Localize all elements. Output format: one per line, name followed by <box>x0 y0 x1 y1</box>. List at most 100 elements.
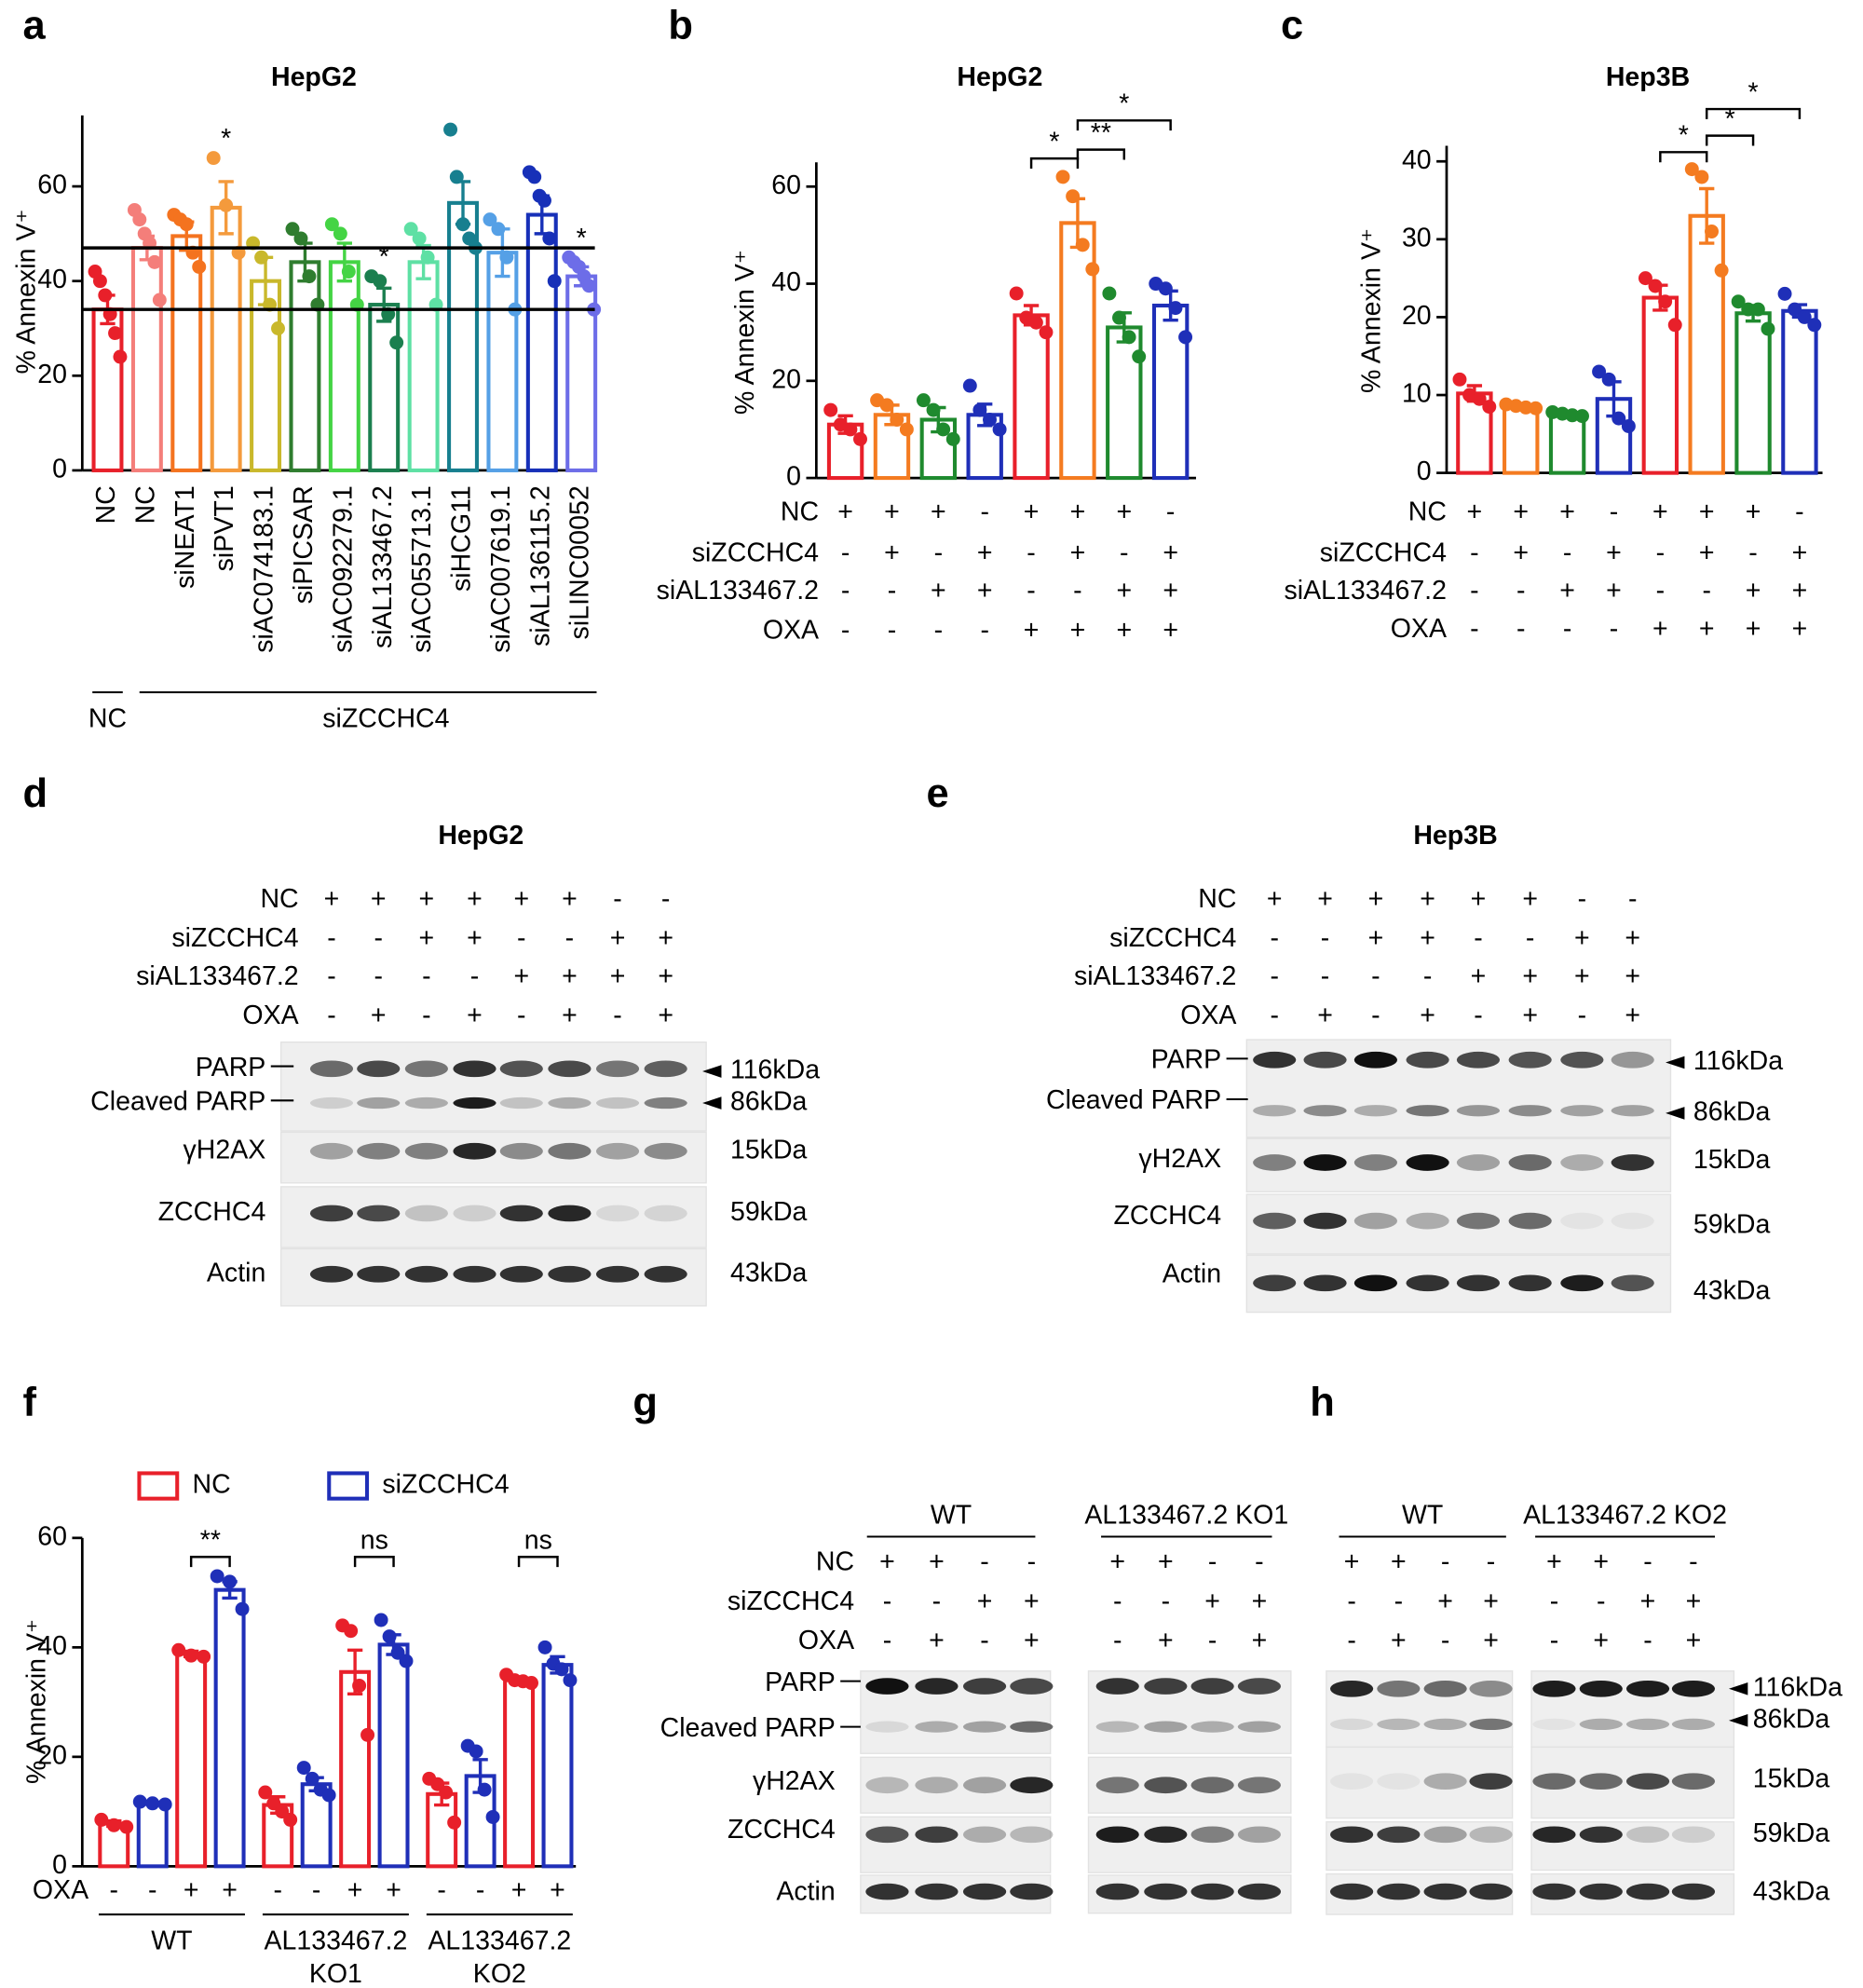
condition-name: siZCCHC4 <box>171 923 298 953</box>
data-point <box>1797 309 1812 324</box>
condition-sign: - <box>934 615 944 645</box>
blot-band <box>453 1142 496 1160</box>
blot-group: WT <box>1402 1500 1443 1530</box>
x-tick-label: siPICSAR <box>289 485 319 604</box>
band-size: 43kDa <box>730 1258 808 1287</box>
blot-band <box>1456 1154 1501 1171</box>
condition-sign: - <box>1321 923 1330 953</box>
condition-name: siAL133467.2 <box>1285 576 1447 606</box>
blot-band <box>1508 1212 1552 1230</box>
blot-band <box>1144 1721 1188 1733</box>
condition-sign: + <box>1252 1586 1268 1616</box>
bar <box>1781 308 1818 475</box>
group-label: AL133467.2 <box>428 1927 571 1956</box>
band-size: 15kDa <box>730 1135 808 1164</box>
data-point <box>1112 310 1126 325</box>
condition-sign: + <box>467 884 483 914</box>
condition-sign: + <box>1652 497 1668 527</box>
x-tick-label: siPVT1 <box>210 485 239 571</box>
condition-sign: + <box>562 884 578 914</box>
bar <box>250 279 282 472</box>
band-size: 59kDa <box>730 1197 808 1227</box>
bar <box>503 1678 536 1869</box>
oxa-sign: + <box>386 1875 401 1905</box>
significance-bracket-label: * <box>1748 77 1759 107</box>
blot-band <box>548 1205 592 1222</box>
blot-band <box>1353 1105 1397 1117</box>
condition-sign: - <box>1270 923 1279 953</box>
data-point <box>108 326 123 341</box>
condition-sign: - <box>888 615 897 645</box>
data-point <box>443 122 458 137</box>
data-point <box>491 222 506 237</box>
x-tick-label: siHCG11 <box>447 485 477 592</box>
band-arrow <box>702 1065 722 1078</box>
y-tick-label: 60 <box>37 1521 67 1551</box>
blot-band <box>1469 1773 1513 1791</box>
blot-band <box>865 1777 909 1794</box>
y-tick-label: 0 <box>1417 456 1432 486</box>
group-label: NC <box>88 704 127 734</box>
panel-label: c <box>1281 3 1303 48</box>
blot-band <box>499 1265 543 1283</box>
data-point <box>926 402 941 417</box>
condition-sign: - <box>980 497 989 527</box>
condition-sign: + <box>1559 576 1575 606</box>
band-arrow <box>1666 1107 1685 1120</box>
condition-sign: - <box>980 1626 989 1655</box>
blot-band <box>962 1678 1007 1695</box>
condition-sign: + <box>1522 1001 1538 1030</box>
blot-band <box>1508 1154 1552 1171</box>
group-label: KO2 <box>473 1959 526 1988</box>
condition-name: OXA <box>798 1626 854 1655</box>
band-size: 59kDa <box>1693 1210 1771 1240</box>
condition-sign: - <box>1073 576 1082 606</box>
x-tick-label: siLINC00052 <box>565 485 595 639</box>
condition-sign: + <box>1391 1547 1407 1577</box>
blot-band <box>1353 1154 1397 1171</box>
blot-band <box>1377 1773 1421 1791</box>
bar <box>136 1801 169 1869</box>
blot-band <box>1423 1718 1467 1731</box>
data-point <box>113 349 128 364</box>
panel-label: d <box>22 771 48 816</box>
condition-sign: - <box>327 923 336 953</box>
condition-sign: - <box>1516 576 1526 606</box>
blot-band <box>1353 1212 1397 1230</box>
blot-band <box>865 1721 909 1733</box>
band-name: Cleaved PARP <box>1046 1085 1221 1115</box>
condition-sign: + <box>1686 1586 1702 1616</box>
band-name: Actin <box>207 1258 265 1287</box>
condition-sign: + <box>884 497 900 527</box>
bar <box>486 251 519 472</box>
condition-sign: - <box>934 538 944 567</box>
condition-sign: - <box>374 961 383 991</box>
y-tick-label: 20 <box>37 1740 67 1770</box>
condition-sign: + <box>1792 538 1808 567</box>
oxa-sign: - <box>148 1875 157 1905</box>
blot-band <box>1456 1051 1501 1069</box>
condition-sign: + <box>1420 923 1435 953</box>
significance-bracket <box>189 1556 231 1568</box>
condition-sign: + <box>1483 1586 1499 1616</box>
condition-sign: - <box>422 1001 431 1030</box>
condition-sign: + <box>1522 884 1538 914</box>
blot-band <box>1406 1154 1449 1171</box>
condition-sign: + <box>1746 576 1761 606</box>
blot-band <box>1095 1721 1139 1733</box>
condition-sign: - <box>565 923 575 953</box>
condition-sign: - <box>1166 497 1176 527</box>
blot-band <box>1406 1274 1449 1292</box>
blot-band <box>309 1265 354 1283</box>
condition-sign: + <box>1699 614 1715 644</box>
blot-band <box>1329 1773 1374 1791</box>
blot-band <box>1095 1777 1139 1794</box>
data-point <box>554 1662 569 1677</box>
data-point <box>1592 364 1607 379</box>
legend-swatch <box>327 1471 370 1501</box>
band-size: 86kDa <box>1753 1704 1830 1734</box>
blot-band <box>1329 1826 1374 1844</box>
data-point <box>1658 294 1673 309</box>
blot-band <box>1329 1883 1374 1900</box>
band-name: ZCCHC4 <box>158 1197 266 1227</box>
